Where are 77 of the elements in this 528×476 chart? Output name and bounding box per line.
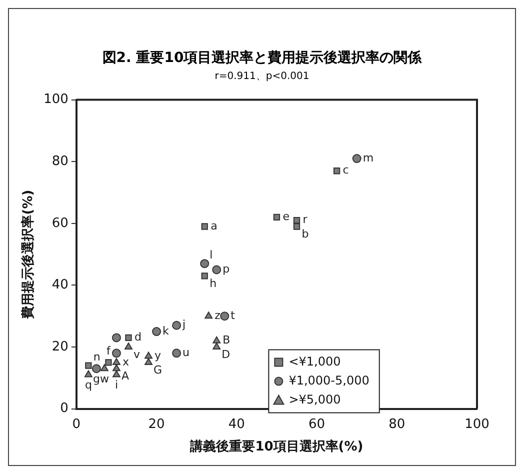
annotation: b xyxy=(302,227,309,240)
y-tick-label: 20 xyxy=(52,339,68,354)
annotation: d xyxy=(134,330,142,344)
point xyxy=(112,370,120,378)
point xyxy=(273,214,280,221)
x-tick-label: 80 xyxy=(388,416,406,432)
annotation: A xyxy=(121,369,130,382)
annotation: a xyxy=(210,219,218,232)
annotation: v xyxy=(133,348,140,361)
point xyxy=(100,364,108,372)
annotation: B xyxy=(222,334,230,347)
y-axis-title: 費用提示後選択率(%) xyxy=(20,190,36,320)
annotation: D xyxy=(222,348,230,361)
annotation: k xyxy=(162,324,170,338)
point xyxy=(212,342,221,350)
x-axis-title: 講義後重要10項目選択率(%) xyxy=(189,438,364,455)
annotation: q xyxy=(84,378,92,392)
x-tick-label: 40 xyxy=(228,416,245,432)
x-tick-label: 60 xyxy=(308,416,326,432)
x-tick-label: 20 xyxy=(148,416,165,432)
point xyxy=(112,348,121,358)
y-tick-label: 40 xyxy=(52,278,68,293)
annotation: p xyxy=(222,262,230,276)
annotation: u xyxy=(182,346,190,360)
annotation: G xyxy=(154,363,162,376)
annotation: r xyxy=(302,213,308,226)
point xyxy=(144,358,152,365)
annotation: n xyxy=(93,350,100,364)
annotation: w xyxy=(100,372,109,386)
point xyxy=(201,272,208,280)
annotation: x xyxy=(122,355,130,368)
point xyxy=(105,359,112,366)
point xyxy=(212,336,221,344)
point xyxy=(144,352,152,359)
point xyxy=(85,362,92,369)
point xyxy=(172,348,182,358)
annotation: g xyxy=(92,372,100,386)
point xyxy=(124,342,132,350)
point xyxy=(172,320,182,330)
annotation: h xyxy=(210,276,217,290)
x-tick-label: 0 xyxy=(72,416,81,432)
point xyxy=(220,312,230,321)
point xyxy=(200,259,210,268)
y-tick-label: 0 xyxy=(60,401,68,416)
annotation: e xyxy=(282,210,290,224)
chart-subtitle: r=0.911、p<0.001 xyxy=(214,70,310,83)
point xyxy=(84,370,92,378)
point xyxy=(125,334,132,342)
point xyxy=(112,364,120,372)
annotation: j xyxy=(182,318,186,332)
point xyxy=(293,216,300,224)
annotation: t xyxy=(230,308,236,322)
point xyxy=(352,154,362,164)
annotation: z xyxy=(214,308,221,322)
point xyxy=(112,358,120,365)
point xyxy=(112,333,121,342)
chart-title: 図2. 重要10項目選択率と費用提示後選択率の関係 xyxy=(101,49,423,67)
point xyxy=(201,223,208,230)
annotation: f xyxy=(106,344,112,358)
point xyxy=(333,168,340,174)
annotation: l xyxy=(210,248,213,262)
annotation: c xyxy=(342,164,349,177)
point xyxy=(204,312,213,319)
point xyxy=(152,327,162,336)
point xyxy=(212,265,222,274)
point xyxy=(293,223,300,230)
legend-label: <¥1,000 xyxy=(288,354,341,368)
annotation: m xyxy=(362,151,374,164)
y-tick-label: 60 xyxy=(52,216,68,231)
legend-label: ¥1,000-5,000 xyxy=(288,373,370,388)
y-tick-label: 100 xyxy=(44,92,68,108)
legend-label: >¥5,000 xyxy=(288,392,341,406)
y-tick-label: 80 xyxy=(52,154,68,169)
annotation: y xyxy=(154,349,162,362)
annotation: i xyxy=(114,378,118,392)
point xyxy=(92,364,101,374)
x-tick-label: 100 xyxy=(464,416,490,432)
